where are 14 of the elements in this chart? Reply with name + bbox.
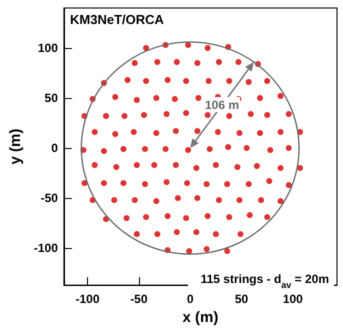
x-tick-label: -50 <box>130 292 148 306</box>
y-tick-label: -50 <box>40 191 58 206</box>
x-axis-title: x (m) <box>182 309 218 326</box>
x-tick-label: 0 <box>186 292 194 306</box>
chart-title: KM3NeT/ORCA <box>70 12 165 27</box>
y-tick-label: 50 <box>44 91 58 106</box>
annotation: 115 strings - d$_{av}$ = 20m <box>200 272 329 290</box>
y-tick-label: 0 <box>51 141 58 156</box>
x-tick-label: 50 <box>234 292 249 306</box>
y-axis-title: y (m) <box>7 128 24 164</box>
x-tick-label: 100 <box>282 292 304 306</box>
y-tick-label: -100 <box>34 241 58 256</box>
x-tick-label: -100 <box>76 292 100 306</box>
y-tick-label: 100 <box>38 41 58 56</box>
